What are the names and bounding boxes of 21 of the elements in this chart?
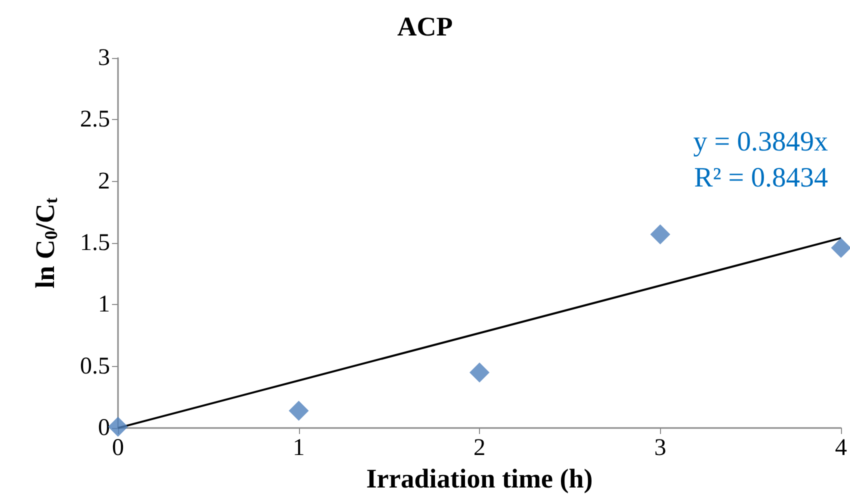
annotation: R² = 0.8434 xyxy=(694,162,828,194)
x-tick-label: 3 xyxy=(654,435,666,461)
point xyxy=(470,362,490,382)
y-tick-label: 3 xyxy=(98,45,110,71)
y-axis-title: ln C0/Ct xyxy=(30,198,61,288)
y-tick-label: 2.5 xyxy=(80,106,110,133)
point xyxy=(288,400,309,421)
y-tick-label: 1 xyxy=(98,292,110,318)
y-tick-label: 0.5 xyxy=(80,353,110,380)
point xyxy=(831,238,850,258)
annotation: y = 0.3849x xyxy=(693,126,828,158)
y-tick-label: 2 xyxy=(98,168,110,194)
chart-title: ACP xyxy=(397,12,453,42)
x-tick-label: 2 xyxy=(474,435,486,461)
x-tick-label: 4 xyxy=(835,435,847,461)
point xyxy=(108,416,128,437)
point xyxy=(650,224,670,244)
x-tick-label: 1 xyxy=(292,435,305,461)
x-axis-title: Irradiation time (h) xyxy=(366,463,593,494)
y-tick-label: 0 xyxy=(98,415,110,441)
y-tick-label: 1.5 xyxy=(80,230,110,256)
